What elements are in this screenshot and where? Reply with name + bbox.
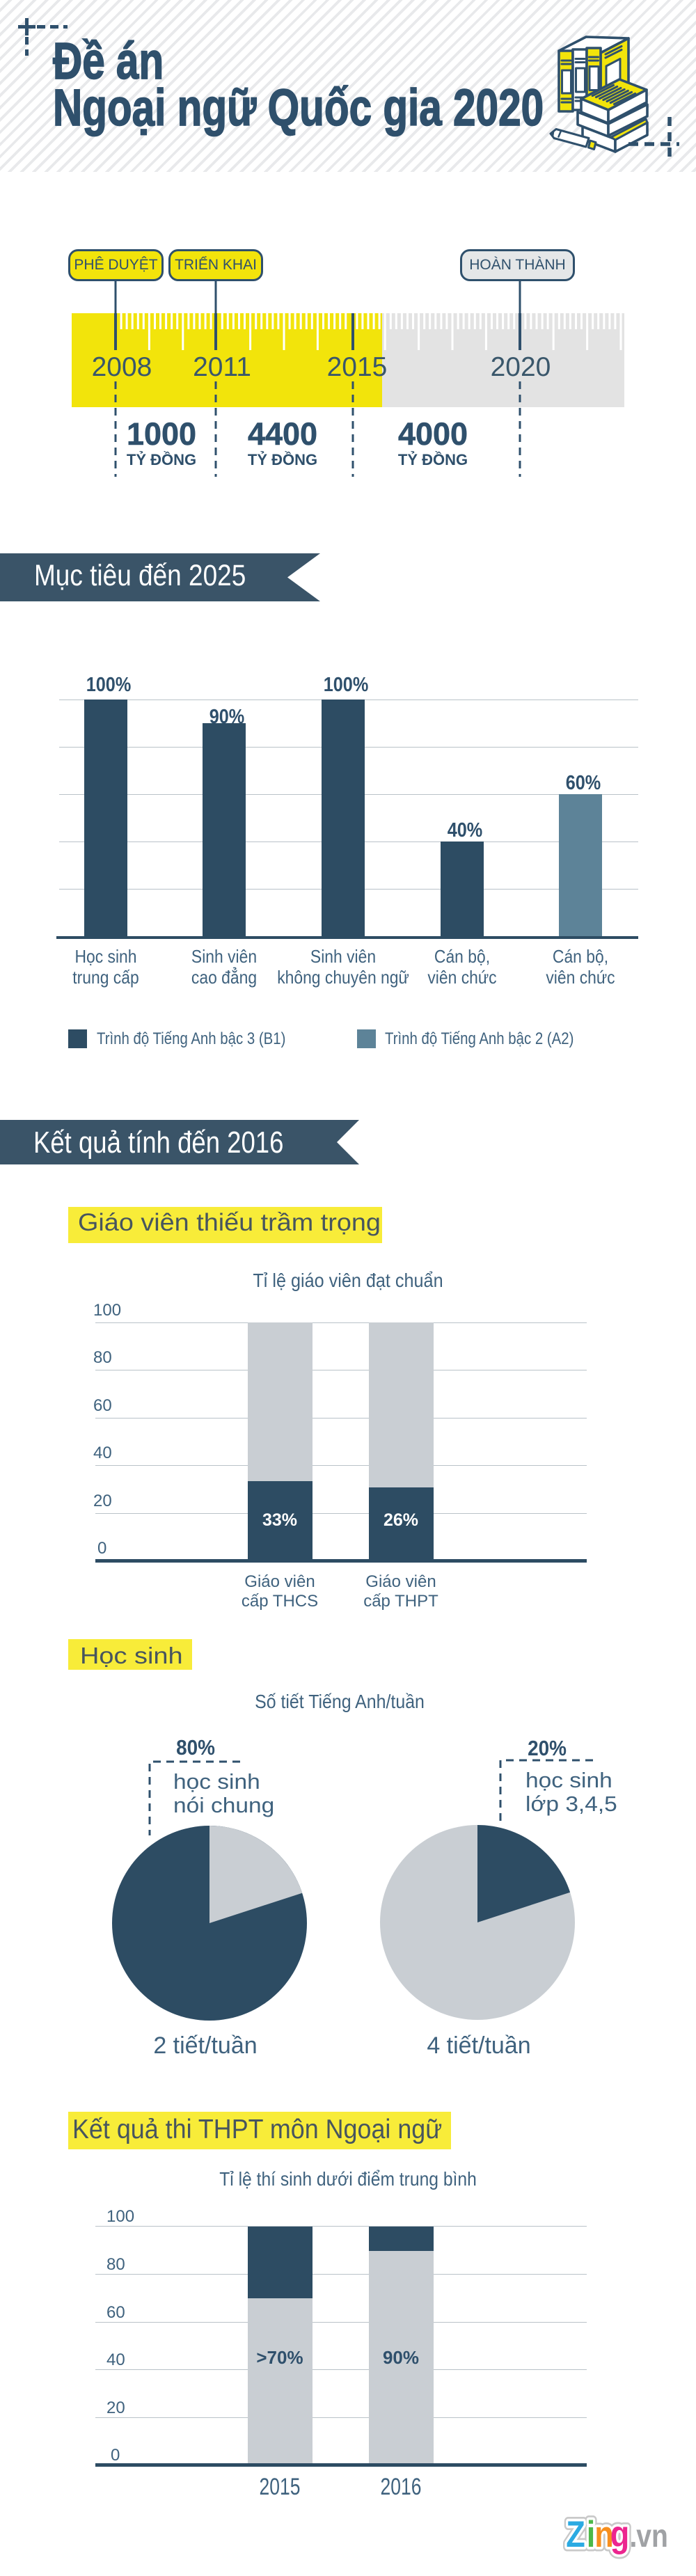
svg-text:2011: 2011 bbox=[193, 352, 251, 382]
svg-text:n: n bbox=[594, 2514, 614, 2555]
svg-text:g: g bbox=[610, 2514, 630, 2555]
svg-text:.: . bbox=[630, 2518, 638, 2554]
svg-text:g: g bbox=[610, 2514, 630, 2555]
svg-text:n: n bbox=[594, 2514, 614, 2555]
svg-text:Z: Z bbox=[566, 2514, 585, 2555]
svg-text:Z: Z bbox=[566, 2514, 585, 2555]
svg-text:2020: 2020 bbox=[491, 352, 551, 382]
svg-text:n: n bbox=[594, 2514, 614, 2555]
svg-text:g: g bbox=[610, 2514, 630, 2555]
svg-text:2015: 2015 bbox=[327, 352, 388, 382]
svg-text:2008: 2008 bbox=[92, 352, 152, 382]
svg-text:vn: vn bbox=[636, 2518, 668, 2554]
svg-text:i: i bbox=[587, 2514, 596, 2555]
svg-text:Z: Z bbox=[566, 2514, 585, 2555]
svg-text:i: i bbox=[587, 2514, 596, 2555]
